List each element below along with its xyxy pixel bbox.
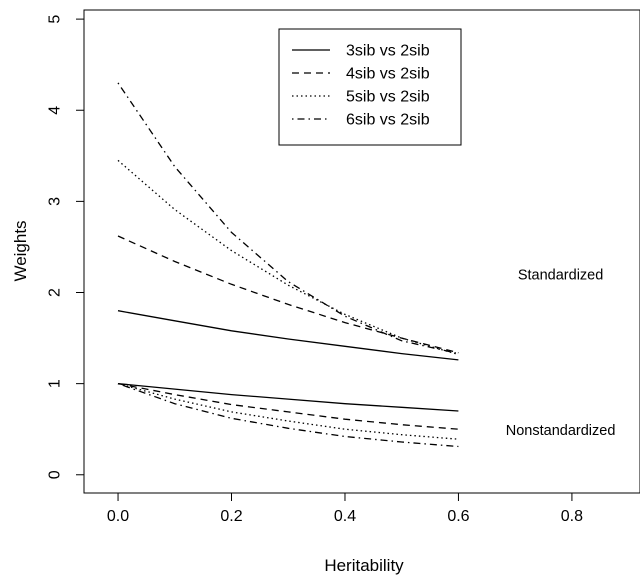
x-tick-label: 0.6 (447, 508, 469, 525)
legend-label: 5sib vs 2sib (346, 89, 430, 106)
legend: 3sib vs 2sib 4sib vs 2sib 5sib vs 2sib 6sib… (278, 28, 462, 146)
group-label-standardized: Standardized (518, 267, 603, 283)
legend-label: 3sib vs 2sib (346, 43, 430, 60)
x-tick-label: 0.4 (334, 508, 356, 525)
series-line-standardized-3sib (117, 310, 459, 361)
series-line-standardized-5sib (117, 159, 459, 356)
series-line-nonstandardized-6sib (117, 382, 459, 448)
x-tick-label: 0.0 (107, 508, 129, 525)
y-tick-label: 4 (47, 106, 64, 115)
series-layer (117, 82, 459, 448)
series-line-nonstandardized-4sib (117, 382, 459, 430)
x-axis-title: Heritability (324, 556, 404, 575)
y-axis-title: Weights (11, 220, 30, 281)
series-line-nonstandardized-5sib (117, 382, 459, 440)
legend-box (278, 28, 462, 146)
series-line-standardized-4sib (117, 235, 459, 354)
plot-frame (83, 9, 640, 494)
annotations: Standardized Nonstandardized (506, 267, 616, 439)
y-tick-label: 0 (47, 470, 64, 479)
y-axis: 0 1 2 3 4 5 (47, 15, 84, 479)
y-tick-label: 1 (47, 379, 64, 388)
x-tick-label: 0.2 (220, 508, 242, 525)
group-label-nonstandardized: Nonstandardized (506, 423, 616, 439)
x-tick-label: 0.8 (561, 508, 583, 525)
series-line-nonstandardized-3sib (117, 382, 459, 412)
x-axis: 0.0 0.2 0.4 0.6 0.8 (107, 493, 583, 525)
y-tick-label: 3 (47, 197, 64, 206)
y-tick-label: 2 (47, 288, 64, 297)
series-line-standardized-6sib (117, 82, 459, 355)
y-tick-label: 5 (47, 15, 64, 24)
legend-label: 4sib vs 2sib (346, 66, 430, 83)
legend-label: 6sib vs 2sib (346, 112, 430, 129)
